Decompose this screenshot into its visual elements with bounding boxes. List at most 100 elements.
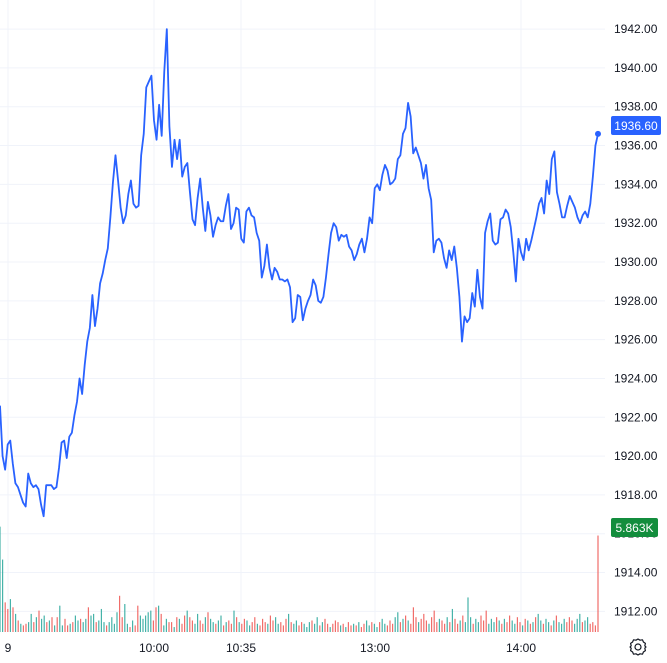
volume-bar — [420, 618, 422, 632]
volume-bar — [100, 608, 102, 632]
volume-bar — [181, 623, 183, 632]
volume-bar — [579, 613, 581, 632]
x-tick-label: 10:35 — [226, 641, 256, 655]
volume-bar — [202, 623, 204, 632]
volume-bar — [98, 620, 100, 632]
volume-bar — [282, 625, 284, 632]
volume-bar — [163, 625, 165, 632]
volume-bar — [108, 622, 110, 632]
volume-bar — [106, 625, 108, 632]
volume-bar — [524, 618, 526, 632]
volume-bar — [389, 620, 391, 632]
volume-bar — [215, 623, 217, 632]
volume-bar — [532, 622, 534, 632]
y-tick-label: 1936.00 — [614, 139, 658, 153]
last-volume-label: 5.863K — [615, 521, 653, 535]
volume-bar — [147, 612, 149, 632]
volume-bar — [459, 620, 461, 632]
volume-bar — [256, 623, 258, 632]
volume-bar — [345, 627, 347, 632]
volume-bar — [360, 627, 362, 632]
chart-settings-button[interactable] — [627, 636, 649, 658]
volume-bar — [35, 617, 37, 632]
volume-bar — [553, 620, 555, 632]
volume-bar — [415, 617, 417, 632]
volume-bar — [519, 622, 521, 632]
volume-bar — [540, 620, 542, 632]
volume-bar — [121, 617, 123, 632]
volume-bar — [288, 613, 290, 632]
volume-bar — [0, 526, 1, 632]
volume-bar — [472, 623, 474, 632]
volume-bar — [204, 617, 206, 632]
volume-bar — [2, 559, 4, 632]
volume-bar — [87, 607, 89, 632]
volume-bar — [353, 623, 355, 632]
volume-bar — [568, 617, 570, 632]
volume-bar — [95, 622, 97, 632]
volume-bar — [405, 615, 407, 632]
volume-bar — [223, 625, 225, 632]
volume-bar — [293, 623, 295, 632]
volume-bar — [446, 617, 448, 632]
volume-bar — [178, 618, 180, 632]
volume-bar — [410, 623, 412, 632]
volume-bar — [298, 625, 300, 632]
volume-bar — [267, 623, 269, 632]
volume-bar — [384, 623, 386, 632]
volume-bar — [425, 620, 427, 632]
volume-bar — [470, 617, 472, 632]
volume-bar — [475, 618, 477, 632]
volume-bar — [548, 622, 550, 632]
volume-bar — [152, 620, 154, 632]
volume-bar — [488, 623, 490, 632]
volume-bar — [272, 620, 274, 632]
volume-bar — [158, 605, 160, 632]
volume-bar — [129, 627, 131, 632]
volume-bar — [165, 618, 167, 632]
volume-bar — [194, 623, 196, 632]
volume-bar — [355, 625, 357, 632]
volume-bar — [449, 622, 451, 632]
volume-bar — [550, 625, 552, 632]
volume-bar — [394, 617, 396, 632]
volume-bar — [537, 613, 539, 632]
volume-bar — [46, 622, 48, 632]
volume-bar — [82, 622, 84, 632]
volume-bar — [4, 602, 6, 632]
volume-bar — [594, 625, 596, 632]
volume-bar — [171, 622, 173, 632]
volume-bar — [441, 620, 443, 632]
volume-bar — [72, 622, 74, 632]
volume-bar — [25, 623, 27, 632]
x-tick-label: 14:00 — [506, 641, 536, 655]
y-tick-label: 1918.00 — [614, 488, 658, 502]
volume-bar — [168, 622, 170, 632]
volume-bar — [522, 625, 524, 632]
volume-bar — [438, 618, 440, 632]
volume-bar — [431, 617, 433, 632]
volume-bar — [228, 620, 230, 632]
volume-bar — [324, 618, 326, 632]
volume-bar — [191, 620, 193, 632]
y-tick-label: 1930.00 — [614, 255, 658, 269]
volume-bar — [412, 607, 414, 632]
volume-bar — [238, 622, 240, 632]
volume-bar — [392, 623, 394, 632]
last-volume-badge: 5.863K — [611, 518, 658, 537]
volume-bar — [17, 620, 19, 632]
volume-bar — [386, 625, 388, 632]
volume-bar — [535, 617, 537, 632]
volume-bar — [340, 625, 342, 632]
x-tick-label: 9 — [5, 641, 12, 655]
volume-bar — [433, 610, 435, 632]
x-tick-label: 13:00 — [360, 641, 390, 655]
volume-bar — [327, 623, 329, 632]
volume-bar — [43, 615, 45, 632]
volume-bar — [189, 617, 191, 632]
volume-bar — [566, 622, 568, 632]
volume-bar — [93, 613, 95, 632]
volume-bar — [592, 622, 594, 632]
volume-bar — [48, 620, 50, 632]
